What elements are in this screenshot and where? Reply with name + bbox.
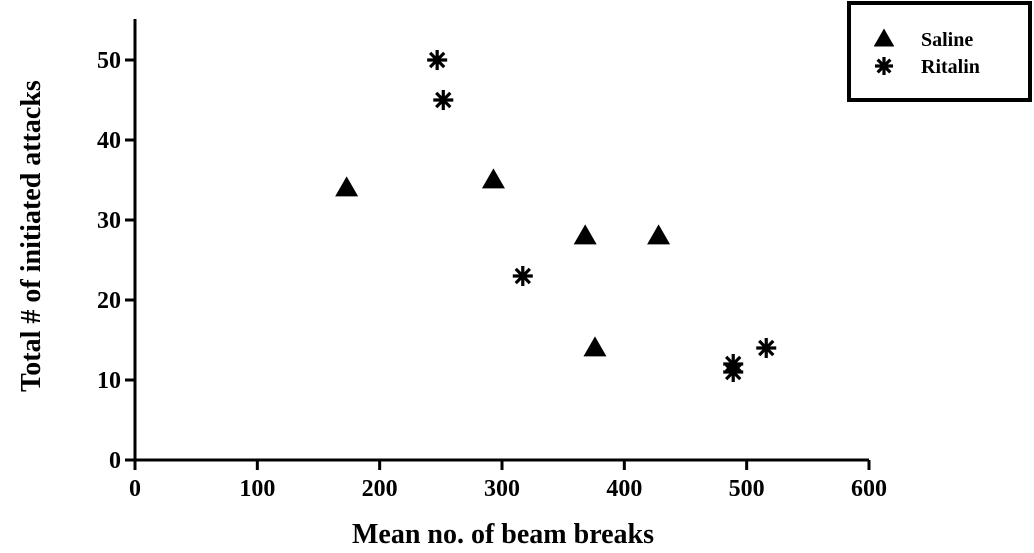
- y-axis-title: Total # of initiated attacks: [16, 80, 47, 392]
- x-tick-label: 300: [484, 476, 520, 502]
- legend-label-ritalin: Ritalin: [921, 56, 980, 78]
- x-tick-label: 400: [606, 476, 642, 502]
- saline-point: [481, 168, 505, 189]
- ritalin-point: [433, 90, 454, 110]
- y-tick-label: 40: [97, 128, 121, 154]
- saline-point: [335, 176, 359, 197]
- x-tick-label: 0: [129, 476, 141, 502]
- y-axis-ticks: 0 10 20 30 40 50: [97, 48, 135, 474]
- x-axis-title: Mean no. of beam breaks: [352, 519, 654, 550]
- x-axis-ticks: 0 100 200 300 400 500 600: [129, 460, 887, 502]
- y-tick-label: 20: [97, 288, 121, 314]
- legend: Saline Ritalin: [847, 1, 1032, 102]
- y-tick-label: 50: [97, 48, 121, 74]
- x-tick-label: 500: [729, 476, 765, 502]
- ritalin-point: [512, 266, 533, 286]
- saline-point: [573, 224, 597, 245]
- ritalin-point: [427, 50, 448, 70]
- legend-marker-saline: [873, 28, 895, 47]
- x-tick-label: 600: [851, 476, 887, 502]
- y-tick-label: 30: [97, 208, 121, 234]
- legend-items: Saline Ritalin: [873, 28, 980, 78]
- saline-point: [583, 336, 607, 357]
- data-markers: [335, 50, 777, 382]
- legend-label-saline: Saline: [921, 29, 973, 51]
- legend-marker-ritalin: [875, 57, 893, 75]
- y-tick-label: 0: [109, 448, 121, 474]
- ritalin-point: [723, 362, 744, 382]
- legend-box: [847, 1, 1032, 102]
- ritalin-point: [756, 338, 777, 358]
- y-tick-label: 10: [97, 368, 121, 394]
- x-tick-label: 100: [239, 476, 275, 502]
- x-tick-label: 200: [362, 476, 398, 502]
- saline-point: [647, 224, 671, 245]
